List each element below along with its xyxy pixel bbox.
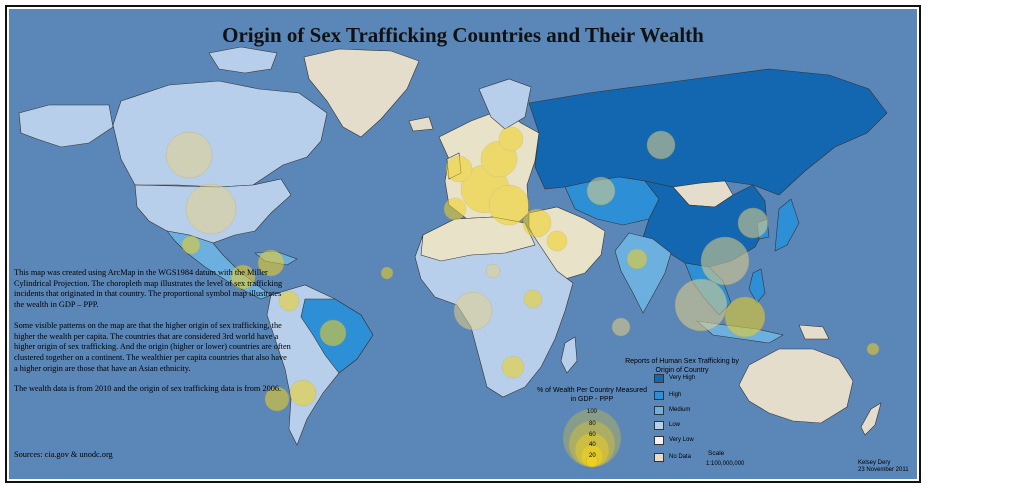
wealth-symbol-pacific (866, 342, 880, 356)
author-name: Kelsey Dery (858, 460, 891, 466)
wealth-symbol-caribbean (257, 249, 285, 277)
legend-item-no-data: No Data (654, 452, 691, 462)
legend-swatch (654, 420, 664, 430)
wealth-symbol-west-africa (453, 291, 493, 331)
legend-swatch (654, 452, 664, 462)
legend-item-very-high: Very High (654, 373, 695, 383)
symbol-legend-label: 40 (589, 442, 596, 448)
wealth-symbol-southern-africa (501, 355, 525, 379)
australia-land (738, 348, 854, 424)
map-panel: Origin of Sex Trafficking Countries and … (9, 9, 917, 479)
wealth-symbol-china (700, 236, 750, 286)
canada-land (112, 80, 328, 188)
wealth-symbols (165, 126, 880, 412)
greenland-land (303, 48, 420, 138)
legend-item-high: High (654, 390, 681, 400)
wealth-symbol-indonesia (724, 296, 766, 338)
wealth-symbol-uk (445, 155, 473, 183)
choropleth-legend-title: Reports of Human Sex Trafficking by Orig… (625, 358, 739, 374)
wealth-symbol-middle-east (546, 230, 568, 252)
symbol-legend-label: 20 (589, 453, 596, 459)
legend-label: Very High (669, 375, 696, 381)
legend-label: Very Low (669, 437, 694, 443)
legend-swatch (654, 373, 664, 383)
description-paragraph: The wealth data is from 2010 and the ori… (14, 384, 282, 394)
legend-label: High (669, 392, 682, 398)
japan-land (774, 198, 800, 252)
papua-land (798, 324, 830, 340)
symbol-legend-label: 100 (587, 409, 598, 415)
wealth-symbol-colombia (278, 290, 300, 312)
map-description: This map was created using ArcMap in the… (14, 268, 292, 405)
wealth-symbol-eastern-europe (522, 208, 552, 238)
wealth-symbol-kazakhstan (586, 176, 616, 206)
wealth-symbol-southeast-asia (674, 278, 728, 332)
legend-label: No Data (669, 454, 692, 460)
description-paragraph: This map was created using ArcMap in the… (14, 268, 283, 310)
wealth-symbol-indian-ocean (611, 317, 631, 337)
legend-item-medium: Medium (654, 405, 690, 415)
description-paragraph: Some visible patterns on the map are tha… (14, 320, 291, 373)
new-zealand-land (860, 402, 882, 436)
author-date: 23 November 2011 (858, 467, 909, 473)
russia-land (528, 68, 888, 196)
wealth-symbol-japan (737, 207, 769, 239)
wealth-symbol-scandinavia (498, 126, 524, 152)
world-map (18, 46, 888, 446)
legend-swatch (654, 405, 664, 415)
wealth-symbol-europe-central (488, 184, 530, 226)
author-block: Kelsey Dery 23 November 2011 (858, 460, 909, 474)
north-africa-land (420, 216, 536, 262)
wealth-symbol-usa (185, 183, 237, 235)
wealth-symbol-central-america (230, 264, 256, 290)
symbol-legend-circles (562, 408, 622, 468)
wealth-symbol-chile (264, 386, 290, 412)
madagascar-land (560, 336, 578, 374)
wealth-symbol-east-africa (523, 289, 543, 309)
arctic-islands-land (208, 46, 278, 74)
wealth-symbol-canada (165, 131, 213, 179)
wealth-symbol-argentina (289, 379, 317, 407)
wealth-symbol-spain (443, 197, 467, 221)
wealth-symbol-nigeria (485, 263, 501, 279)
legend-label: Low (669, 422, 681, 428)
alaska-land (18, 104, 114, 148)
symbol-legend-title: % of Wealth Per Country Measured in GDP … (537, 387, 647, 403)
map-title: Origin of Sex Trafficking Countries and … (222, 23, 704, 47)
symbol-legend-label: 60 (589, 432, 596, 438)
symbol-legend-label: 80 (589, 421, 596, 427)
wealth-symbol-mexico (181, 235, 201, 255)
wealth-symbol-russia (646, 130, 676, 160)
legend-swatch (654, 390, 664, 400)
sources-text: Sources: cia.gov & unodc.org (14, 450, 113, 459)
legend-item-low: Low (654, 420, 680, 430)
wealth-symbol-atlantic (380, 266, 394, 280)
symbol-legend-circle-20 (585, 454, 599, 468)
scale-value: 1:100,000,000 (706, 461, 745, 467)
legend-swatch (654, 435, 664, 445)
legend-label: Medium (669, 407, 691, 413)
wealth-symbol-india (626, 248, 648, 270)
philippines-land (748, 268, 766, 304)
wealth-symbol-brazil (319, 319, 347, 347)
scale-title: Scale (708, 450, 725, 457)
legend-item-very-low: Very Low (654, 435, 694, 445)
iceland-land (408, 116, 434, 132)
scandinavia-land (478, 78, 532, 130)
